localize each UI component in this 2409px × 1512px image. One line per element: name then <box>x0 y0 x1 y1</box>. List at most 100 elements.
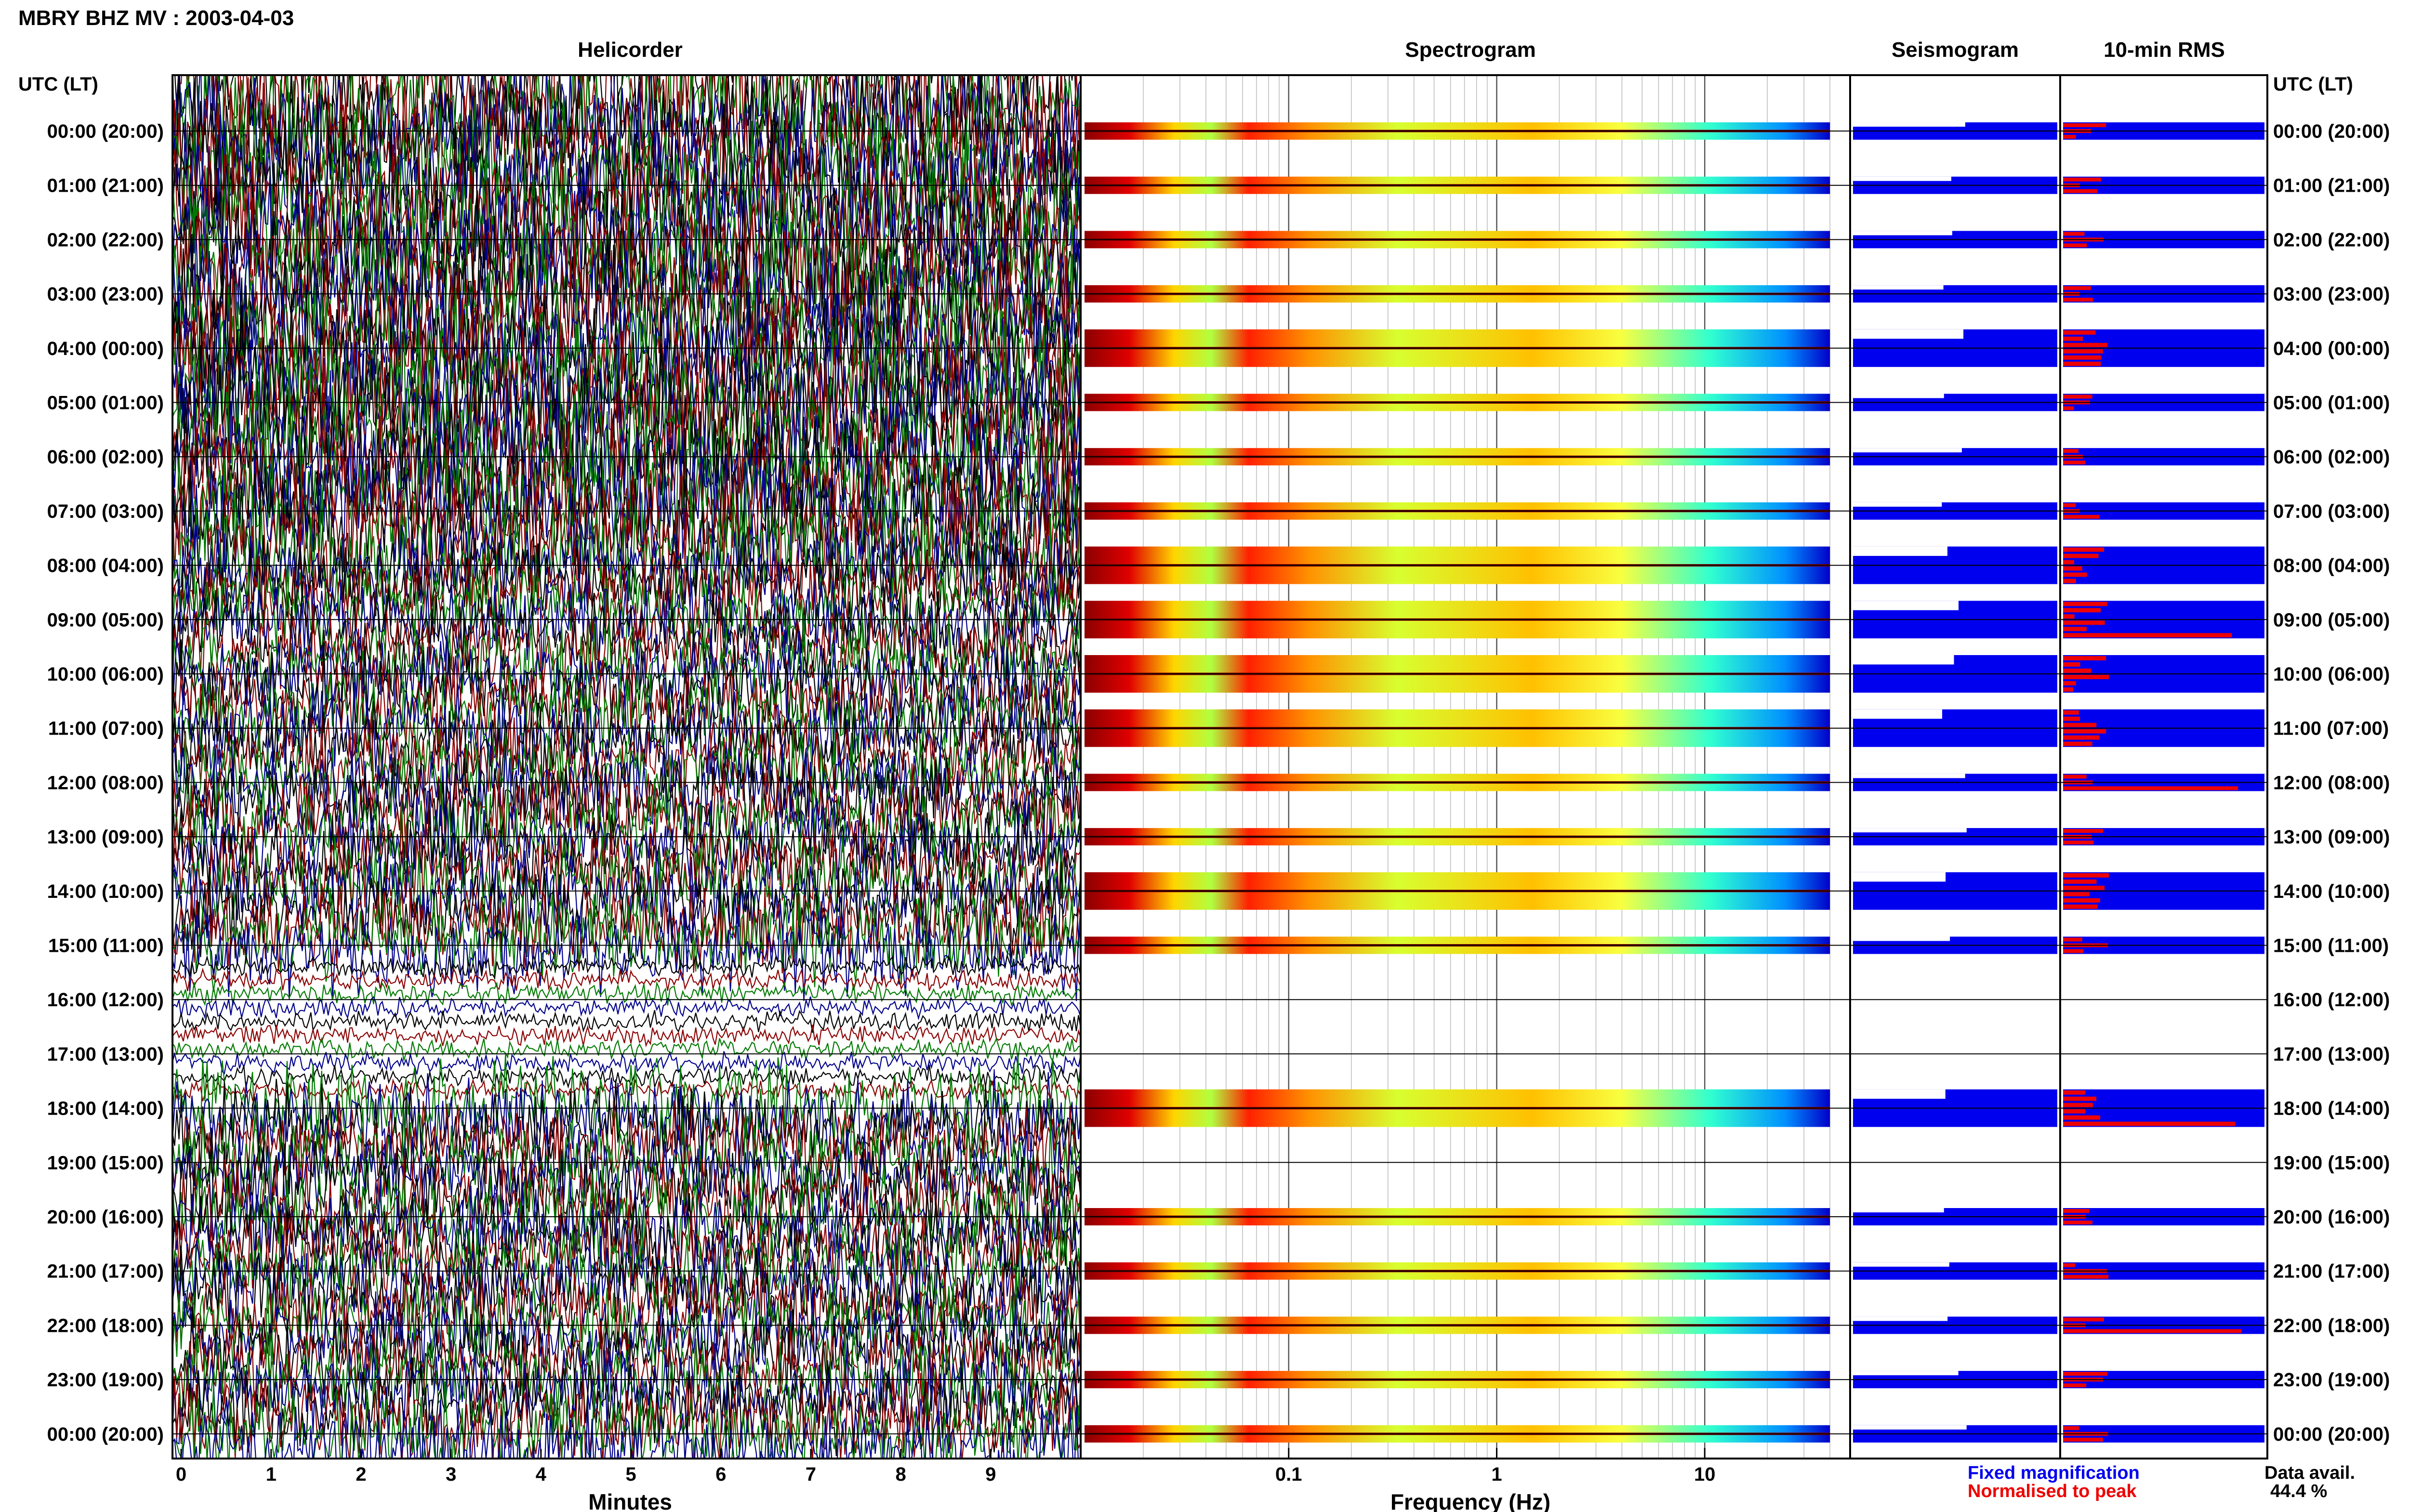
helicorder-trace <box>172 516 1081 619</box>
row-label-left: 01:00 (21:00) <box>47 175 164 197</box>
row-label-left: 05:00 (01:00) <box>47 393 164 414</box>
rms-normalised-bar <box>2063 662 2080 667</box>
rms-title: 10-min RMS <box>2104 38 2225 62</box>
rms-normalised-bar <box>2063 633 2232 638</box>
helicorder-trace <box>172 92 1081 236</box>
helicorder-trace <box>172 1330 1081 1432</box>
rms-normalised-bar <box>2063 841 2094 845</box>
spectrogram-frame <box>1080 74 1851 1459</box>
rms-normalised-bar <box>2063 1372 2108 1376</box>
row-label-right: 12:00 (08:00) <box>2273 772 2390 793</box>
row-label-right: 10:00 (06:00) <box>2273 664 2390 685</box>
rms-normalised-bar <box>2063 1096 2097 1101</box>
row-label-left: 20:00 (16:00) <box>47 1207 164 1228</box>
figure-title: MBRY BHZ MV : 2003-04-03 <box>18 6 294 30</box>
rms-normalised-bar <box>2063 1275 2109 1279</box>
seismogram-gap <box>1853 394 1944 398</box>
rms-normalised-bar <box>2063 608 2101 613</box>
helicorder-trace <box>172 1078 1081 1102</box>
row-label-right: 04:00 (00:00) <box>2273 338 2390 359</box>
rms-normalised-bar <box>2063 829 2104 833</box>
rms-normalised-bar <box>2063 1121 2236 1126</box>
seismogram-gap <box>1853 872 1946 882</box>
helicorder-trace <box>172 981 1081 1007</box>
rms-normalised-bar <box>2063 177 2101 182</box>
rms-normalised-bar <box>2063 898 2100 903</box>
seismogram-gap <box>1853 936 1950 941</box>
row-label-left: 11:00 (07:00) <box>48 718 164 739</box>
rms-normalised-bar <box>2063 687 2074 692</box>
rms-normalised-bar <box>2063 892 2090 896</box>
spectrogram-x-tick-label: 1 <box>1491 1464 1502 1485</box>
seismogram-gap <box>1853 122 1965 127</box>
rms-normalised-bar <box>2063 579 2076 583</box>
data-availability-value: 44.4 % <box>2270 1481 2327 1501</box>
helicorder-trace <box>172 967 1081 992</box>
helicorder-trace <box>172 1246 1081 1346</box>
seismogram-gap <box>1853 1089 1946 1099</box>
utc-axis-label-left: UTC (LT) <box>18 74 98 95</box>
row-labels-right: 00:00 (20:00) 01:00 (21:00) 02:00 (22:00) 0… <box>2273 121 2390 1445</box>
rms-normalised-bar <box>2063 602 2107 606</box>
row-label-right: 05:00 (01:00) <box>2273 393 2390 414</box>
row-label-right: 17:00 (13:00) <box>2273 1044 2390 1065</box>
seismogram-gap <box>1853 1262 1949 1267</box>
row-labels-left: 00:00 (20:00) 01:00 (21:00) 02:00 (22:00) 0… <box>47 121 164 1445</box>
rms-normalised-bar <box>2063 723 2097 727</box>
rms-normalised-bar <box>2063 1115 2101 1120</box>
seismogram-gap <box>1853 709 1943 719</box>
rms-normalised-bar <box>2063 553 2099 558</box>
helicorder-trace <box>172 1010 1081 1033</box>
data-availability-label: Data avail. <box>2264 1463 2355 1483</box>
seismogram-gap <box>1853 546 1947 556</box>
row-label-right: 16:00 (12:00) <box>2273 989 2390 1011</box>
helicorder-trace <box>172 1287 1081 1389</box>
helicorder-x-ticks: 0 1 2 3 4 5 6 7 8 9 <box>176 1449 996 1485</box>
row-label-right: 09:00 (05:00) <box>2273 609 2390 631</box>
helicorder-title: Helicorder <box>578 38 683 62</box>
rms-normalised-bar <box>2063 716 2080 721</box>
helicorder-trace <box>172 1025 1081 1048</box>
row-label-left: 02:00 (22:00) <box>47 229 164 250</box>
helicorder-trace <box>172 724 1081 820</box>
rms-normalised-bar <box>2063 449 2078 453</box>
helicorder-trace <box>172 1078 1081 1176</box>
seismogram-gap <box>1853 774 1965 778</box>
rms-normalised-bar <box>2063 614 2075 619</box>
helicorder-x-tick-label: 6 <box>715 1464 726 1485</box>
rms-normalised-bar <box>2063 729 2106 734</box>
helicorder-trace <box>172 1107 1081 1207</box>
seismogram-gap <box>1853 1371 1959 1376</box>
helicorder-trace <box>172 1272 1081 1376</box>
seismogram-gap <box>1853 329 1964 339</box>
seismogram-gap <box>1853 285 1944 290</box>
rms-normalised-bar <box>2063 1383 2087 1388</box>
rms-normalised-bar <box>2063 1263 2076 1267</box>
row-label-left: 00:00 (20:00) <box>47 121 164 142</box>
rms-normalised-bar <box>2063 1221 2092 1224</box>
rms-normalised-bar <box>2063 135 2076 139</box>
helicorder-x-tick-label: 9 <box>985 1464 996 1485</box>
helicorder-trace <box>172 147 1081 300</box>
helicorder-trace <box>172 574 1081 672</box>
rms-normalised-bar <box>2063 566 2082 571</box>
helicorder-trace <box>172 790 1081 894</box>
rms-normalised-bar <box>2063 885 2105 890</box>
rms-normalised-bar <box>2063 336 2083 341</box>
row-label-left: 04:00 (00:00) <box>47 338 164 359</box>
row-label-right: 00:00 (20:00) <box>2273 1424 2390 1445</box>
seismogram-gap <box>1853 1208 1944 1212</box>
row-label-right: 23:00 (19:00) <box>2273 1369 2390 1391</box>
rms-normalised-bar <box>2063 572 2087 577</box>
row-label-left: 03:00 (23:00) <box>47 284 164 305</box>
row-label-right: 02:00 (22:00) <box>2273 229 2390 250</box>
rms-normalised-bar <box>2063 560 2075 565</box>
row-label-left: 00:00 (20:00) <box>47 1424 164 1445</box>
rms-normalised-bar <box>2063 735 2100 740</box>
helicorder-trace <box>172 954 1081 980</box>
helicorder-trace <box>172 888 1081 992</box>
rms-normalised-bar <box>2063 1329 2242 1333</box>
rms-normalised-bar <box>2063 620 2105 625</box>
rms-normalised-bar <box>2063 786 2238 790</box>
seismogram-gap <box>1853 601 1959 610</box>
